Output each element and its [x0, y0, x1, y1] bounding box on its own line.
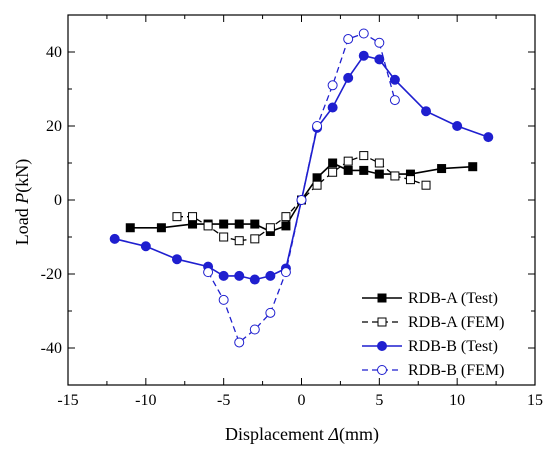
data-point: [296, 195, 307, 205]
data-point: [374, 158, 384, 168]
data-point: [281, 212, 291, 222]
x-axis-label-symbol: Δ: [327, 424, 339, 444]
y-tick-label: 40: [46, 44, 62, 61]
legend-marker: [377, 365, 387, 375]
data-point: [343, 165, 353, 175]
legend-item-4: RDB-B (FEM): [362, 362, 504, 379]
legend-label: RDB-B (Test): [408, 338, 498, 355]
legend-item-2: RDB-A (FEM): [362, 314, 504, 331]
y-tick-label: -20: [41, 266, 62, 283]
data-point: [374, 37, 385, 48]
data-point: [265, 270, 276, 281]
legend-marker: [377, 293, 387, 303]
data-point: [203, 267, 214, 278]
data-point: [359, 165, 369, 175]
data-point: [234, 337, 245, 348]
data-point: [234, 236, 244, 246]
data-point: [203, 221, 213, 231]
data-point: [218, 294, 229, 305]
legend-marker: [377, 341, 387, 351]
x-tick-label: 0: [298, 392, 306, 409]
data-point: [328, 167, 338, 177]
y-tick-label: 0: [54, 192, 62, 209]
data-point: [483, 132, 494, 143]
data-point: [358, 50, 369, 61]
legend: RDB-A (Test) RDB-A (FEM) RDB-B (Test) RDB-B…: [362, 290, 504, 379]
data-point: [390, 171, 400, 181]
y-tick-label: -40: [41, 340, 62, 357]
data-point: [219, 232, 229, 242]
data-point: [109, 233, 120, 244]
y-axis-label-unit: (kN): [12, 159, 33, 193]
data-point: [343, 72, 354, 83]
series-line: [207, 32, 396, 344]
data-point: [468, 162, 478, 172]
data-point: [234, 219, 244, 229]
series-layer: [109, 28, 494, 348]
data-point: [250, 219, 260, 229]
data-point: [219, 219, 229, 229]
y-axis-label-symbol: P: [12, 193, 32, 205]
data-point: [249, 274, 260, 285]
x-tick-label: -5: [217, 392, 230, 409]
legend-label: RDB-A (Test): [408, 290, 498, 307]
data-point: [327, 102, 338, 113]
x-tick-label: -10: [135, 392, 156, 409]
data-point: [156, 223, 166, 233]
axes: -15 -10 -5 0 5 10 15 -40 -20 0 20 40: [41, 14, 543, 409]
x-tick-label: 10: [449, 392, 465, 409]
data-point: [358, 28, 369, 39]
data-point: [421, 106, 432, 117]
x-tick-label: 5: [375, 392, 383, 409]
data-point: [265, 307, 276, 318]
data-point: [140, 241, 151, 252]
x-axis-label: Displacement Δ(mm): [225, 424, 379, 445]
legend-item-3: RDB-B (Test): [362, 338, 498, 355]
data-point: [280, 267, 291, 278]
data-point: [234, 270, 245, 281]
data-point: [172, 212, 182, 222]
series-3: [109, 50, 494, 285]
legend-item-1: RDB-A (Test): [362, 290, 498, 307]
legend-marker: [377, 317, 387, 327]
series-line: [114, 54, 489, 281]
data-point: [374, 169, 384, 179]
y-axis-label: Load P(kN): [12, 159, 33, 245]
data-point: [250, 234, 260, 244]
data-point: [343, 34, 354, 45]
data-point: [281, 221, 291, 231]
x-tick-label: 15: [527, 392, 543, 409]
data-point: [343, 156, 353, 166]
data-point: [188, 219, 198, 229]
legend-label: RDB-A (FEM): [408, 314, 504, 331]
legend-label: RDB-B (FEM): [408, 362, 504, 379]
data-point: [328, 158, 338, 168]
data-point: [312, 180, 322, 190]
data-point: [405, 175, 415, 185]
x-tick-label: -15: [57, 392, 78, 409]
data-point: [452, 121, 463, 131]
data-point: [359, 151, 369, 161]
data-point: [421, 180, 431, 190]
data-point: [312, 173, 322, 183]
data-point: [312, 121, 323, 131]
data-point: [374, 54, 385, 65]
series-4: [203, 28, 400, 348]
data-point: [327, 80, 338, 91]
data-point: [125, 223, 135, 233]
data-point: [249, 324, 260, 335]
x-axis-label-unit: (mm): [339, 424, 379, 445]
data-point: [389, 74, 400, 85]
data-point: [171, 254, 182, 265]
data-point: [437, 164, 447, 174]
data-point: [265, 223, 275, 233]
x-axis-label-main: Displacement: [225, 424, 328, 444]
y-axis-label-main: Load: [12, 204, 32, 245]
y-tick-label: 20: [46, 118, 62, 135]
data-point: [188, 212, 198, 222]
data-point: [389, 95, 400, 106]
data-point: [218, 270, 229, 281]
